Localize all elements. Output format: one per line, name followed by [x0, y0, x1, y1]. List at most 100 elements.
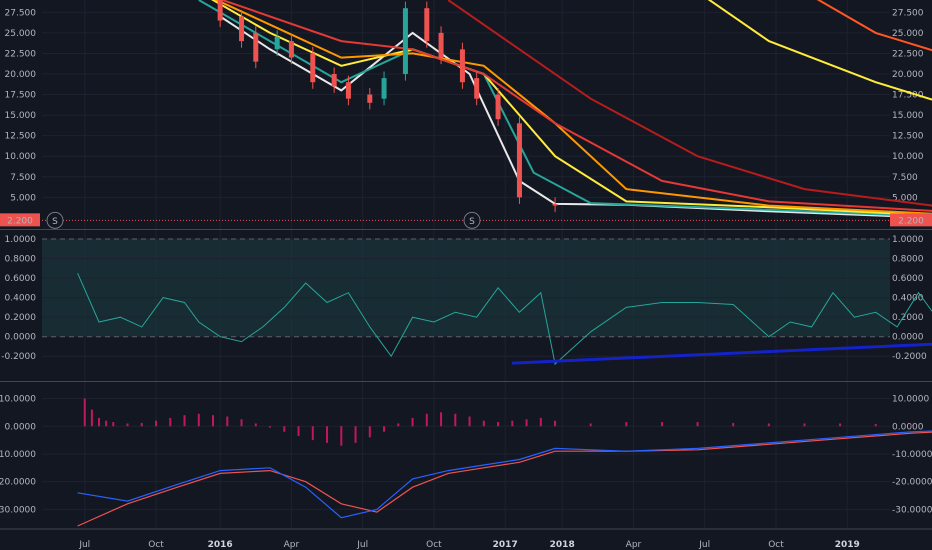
macd-histogram-bar	[105, 420, 108, 427]
indicator-band	[42, 239, 890, 337]
macd-histogram-bar	[732, 422, 735, 427]
candle-body	[381, 78, 387, 99]
price-axis-label-right: 22.500	[892, 49, 924, 59]
price-axis-label-left: 12.500	[5, 132, 37, 142]
macd-histogram-bar	[155, 420, 158, 427]
macd-axis-label-left: 10.0000	[0, 395, 36, 405]
candle-body	[239, 16, 245, 42]
macd-histogram-bar	[340, 426, 343, 446]
macd-histogram-bar	[525, 419, 528, 427]
price-badge-right-text: 2.200	[898, 216, 924, 226]
macd-axis-label-left: -30.0000	[0, 505, 36, 515]
indicator-axis-label-right: -0.2000	[892, 352, 927, 362]
macd-histogram-bar	[411, 417, 414, 427]
macd-axis-label-right: -20.0000	[892, 478, 932, 488]
time-axis-label: 2016	[208, 540, 233, 550]
macd-histogram-bar	[283, 426, 286, 432]
moving-average-line	[219, 0, 932, 212]
macd-line	[77, 430, 932, 519]
moving-average-line	[214, 0, 932, 215]
price-axis-label-right: 5.000	[892, 193, 918, 203]
time-axis-label: 2019	[835, 540, 860, 550]
price-axis-label-right: 10.000	[892, 152, 924, 162]
price-axis-label-left: 17.500	[5, 91, 37, 101]
candle-body	[495, 94, 501, 120]
price-axis-label-right: 20.000	[892, 70, 924, 80]
time-axis-label: Apr	[284, 540, 300, 550]
macd-histogram-bar	[326, 426, 329, 443]
time-axis-label: 2017	[493, 540, 518, 550]
candle-body	[345, 82, 351, 99]
price-axis-label-left: 10.000	[5, 152, 37, 162]
indicator-axis-label-left: 1.0000	[5, 235, 37, 245]
macd-axis-label-right: 0.0000	[892, 422, 924, 432]
macd-histogram-bar	[354, 426, 357, 443]
macd-histogram-bar	[468, 416, 471, 427]
candle-body	[274, 37, 280, 50]
macd-histogram-bar	[440, 412, 443, 427]
candle-body	[459, 49, 465, 83]
price-axis-label-left: 20.000	[5, 70, 37, 80]
time-axis-label: 2018	[550, 540, 575, 550]
macd-histogram-bar	[454, 413, 457, 427]
candle-body	[367, 94, 373, 103]
time-axis-label: Jul	[78, 540, 90, 550]
indicator-axis-label-left: 0.0000	[5, 333, 37, 343]
candle-body	[402, 8, 408, 75]
price-axis-label-left: 22.500	[5, 49, 37, 59]
macd-histogram-bar	[126, 423, 129, 427]
indicator-axis-label-right: 0.4000	[892, 294, 924, 304]
macd-histogram-bar	[90, 409, 93, 427]
macd-histogram-bar	[311, 426, 314, 441]
macd-histogram-bar	[803, 423, 806, 427]
macd-histogram-bar	[212, 415, 215, 427]
macd-histogram-bar	[368, 426, 371, 438]
price-axis-label-right: 7.500	[892, 173, 918, 183]
macd-signal-line	[77, 431, 932, 527]
price-badge-left-text: 2.200	[7, 216, 33, 226]
macd-histogram-bar	[554, 420, 557, 427]
macd-histogram-bar	[269, 426, 272, 428]
candle-body	[288, 41, 294, 58]
time-axis-label: Jul	[356, 540, 368, 550]
indicator-axis-label-right: 0.0000	[892, 333, 924, 343]
candle-body	[516, 123, 522, 198]
indicator-axis-label-left: 0.2000	[5, 313, 37, 323]
macd-histogram-bar	[397, 423, 400, 427]
time-axis-label: Oct	[768, 540, 784, 550]
macd-histogram-bar	[589, 423, 592, 427]
price-axis-label-left: 7.500	[10, 173, 36, 183]
macd-axis-label-right: -10.0000	[892, 450, 932, 460]
candle-body	[331, 74, 337, 87]
candle-body	[552, 203, 558, 206]
indicator-axis-label-left: 0.4000	[5, 294, 37, 304]
price-axis-label-left: 5.000	[10, 193, 36, 203]
moving-average-line	[447, 0, 932, 207]
price-axis-label-left: 15.000	[5, 111, 37, 121]
price-badge-right	[890, 213, 932, 227]
time-axis-label: Jul	[698, 540, 710, 550]
split-marker-icon[interactable]	[46, 211, 64, 229]
time-axis-label: Oct	[148, 540, 164, 550]
split-marker-label: S	[52, 217, 58, 227]
candle-body	[310, 53, 316, 83]
split-marker-icon[interactable]	[463, 211, 481, 229]
indicator-axis-label-right: 0.8000	[892, 255, 924, 265]
indicator-axis-label-left: -0.2000	[1, 352, 36, 362]
macd-histogram-bar	[254, 423, 257, 427]
price-axis-label-right: 27.500	[892, 8, 924, 18]
candle-body	[217, 0, 223, 21]
macd-axis-label-left: -10.0000	[0, 450, 36, 460]
macd-histogram-bar	[660, 422, 663, 427]
macd-histogram-bar	[169, 417, 172, 427]
macd-histogram-bar	[539, 417, 542, 427]
macd-histogram-bar	[83, 398, 86, 427]
macd-histogram-bar	[425, 413, 428, 427]
price-axis-label-right: 25.000	[892, 29, 924, 39]
macd-axis-label-right: -30.0000	[892, 505, 932, 515]
macd-histogram-bar	[383, 426, 386, 432]
macd-histogram-bar	[226, 416, 229, 427]
macd-histogram-bar	[910, 424, 913, 427]
indicator-axis-label-right: 1.0000	[892, 235, 924, 245]
